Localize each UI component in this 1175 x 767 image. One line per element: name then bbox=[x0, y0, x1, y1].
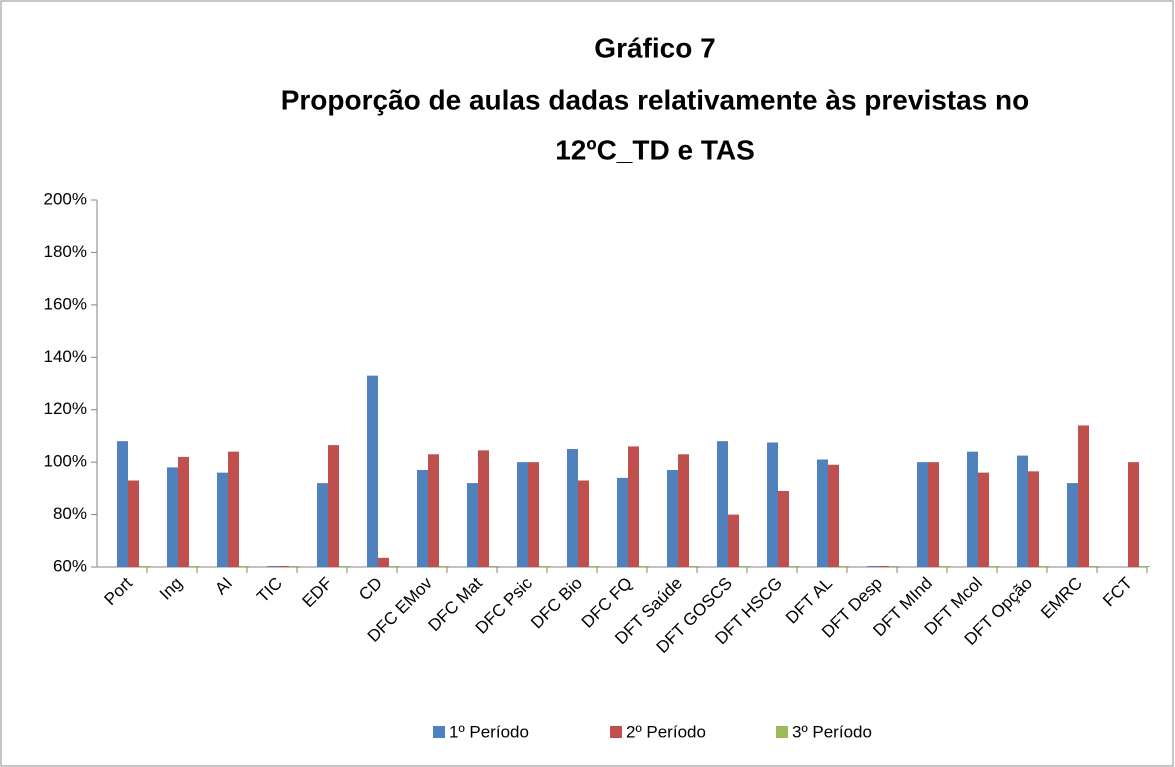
bar bbox=[239, 566, 250, 567]
bar bbox=[289, 566, 300, 567]
bar bbox=[778, 490, 789, 567]
bar bbox=[667, 470, 678, 567]
y-tick-label: 80% bbox=[53, 504, 87, 523]
bar bbox=[439, 566, 450, 567]
legend-swatch bbox=[610, 726, 622, 738]
legend-label: 1º Período bbox=[449, 722, 529, 741]
bar bbox=[978, 472, 989, 567]
bar bbox=[1128, 462, 1139, 567]
bar bbox=[1028, 471, 1039, 567]
legend-label: 3º Período bbox=[792, 722, 872, 741]
bar bbox=[539, 566, 550, 567]
bar bbox=[428, 454, 439, 567]
bar bbox=[1089, 566, 1100, 567]
bar bbox=[1039, 566, 1050, 567]
bar bbox=[889, 566, 900, 567]
bar bbox=[417, 470, 428, 567]
bar bbox=[628, 446, 639, 567]
bar bbox=[478, 450, 489, 567]
bar bbox=[767, 442, 778, 567]
bar bbox=[939, 566, 950, 567]
bar bbox=[228, 451, 239, 567]
bar bbox=[578, 480, 589, 567]
bar bbox=[389, 566, 400, 567]
y-tick-label: 200% bbox=[44, 189, 87, 208]
bar bbox=[1078, 425, 1089, 567]
bar bbox=[317, 483, 328, 567]
bar bbox=[178, 456, 189, 567]
bar bbox=[639, 566, 650, 567]
bar bbox=[817, 459, 828, 567]
bar bbox=[378, 557, 389, 567]
bar bbox=[839, 566, 850, 567]
bar bbox=[617, 477, 628, 567]
bar bbox=[828, 464, 839, 567]
bar bbox=[967, 451, 978, 567]
bar bbox=[267, 566, 278, 567]
bar bbox=[589, 566, 600, 567]
bar bbox=[1139, 566, 1150, 567]
bar bbox=[567, 449, 578, 567]
bar bbox=[517, 462, 528, 567]
bar bbox=[717, 441, 728, 567]
chart-title: Proporção de aulas dadas relativamente à… bbox=[281, 84, 1030, 115]
legend-swatch bbox=[433, 726, 445, 738]
bar bbox=[467, 483, 478, 567]
y-tick-label: 60% bbox=[53, 556, 87, 575]
bar bbox=[728, 514, 739, 567]
chart-title: 12ºC_TD e TAS bbox=[555, 134, 755, 165]
bar bbox=[489, 566, 500, 567]
bar bbox=[739, 566, 750, 567]
bar bbox=[278, 566, 289, 567]
y-tick-label: 140% bbox=[44, 347, 87, 366]
bar bbox=[189, 566, 200, 567]
bar bbox=[917, 462, 928, 567]
bar bbox=[928, 462, 939, 567]
bar bbox=[989, 566, 1000, 567]
bar bbox=[867, 566, 878, 567]
bar bbox=[689, 566, 700, 567]
y-tick-label: 160% bbox=[44, 294, 87, 313]
y-tick-label: 100% bbox=[44, 452, 87, 471]
bar bbox=[528, 462, 539, 567]
y-tick-label: 120% bbox=[44, 399, 87, 418]
bar bbox=[117, 441, 128, 567]
bar bbox=[328, 445, 339, 567]
bar bbox=[1067, 483, 1078, 567]
y-tick-label: 180% bbox=[44, 242, 87, 261]
bar bbox=[789, 566, 800, 567]
legend-label: 2º Período bbox=[626, 722, 706, 741]
bar bbox=[128, 480, 139, 567]
bar bbox=[367, 375, 378, 567]
legend-swatch bbox=[776, 726, 788, 738]
bar bbox=[878, 566, 889, 567]
bar bbox=[139, 566, 150, 567]
bar bbox=[217, 472, 228, 567]
bar bbox=[167, 467, 178, 567]
chart-title: Gráfico 7 bbox=[594, 32, 715, 63]
bar bbox=[1017, 455, 1028, 567]
bar bbox=[339, 566, 350, 567]
bar bbox=[678, 454, 689, 567]
